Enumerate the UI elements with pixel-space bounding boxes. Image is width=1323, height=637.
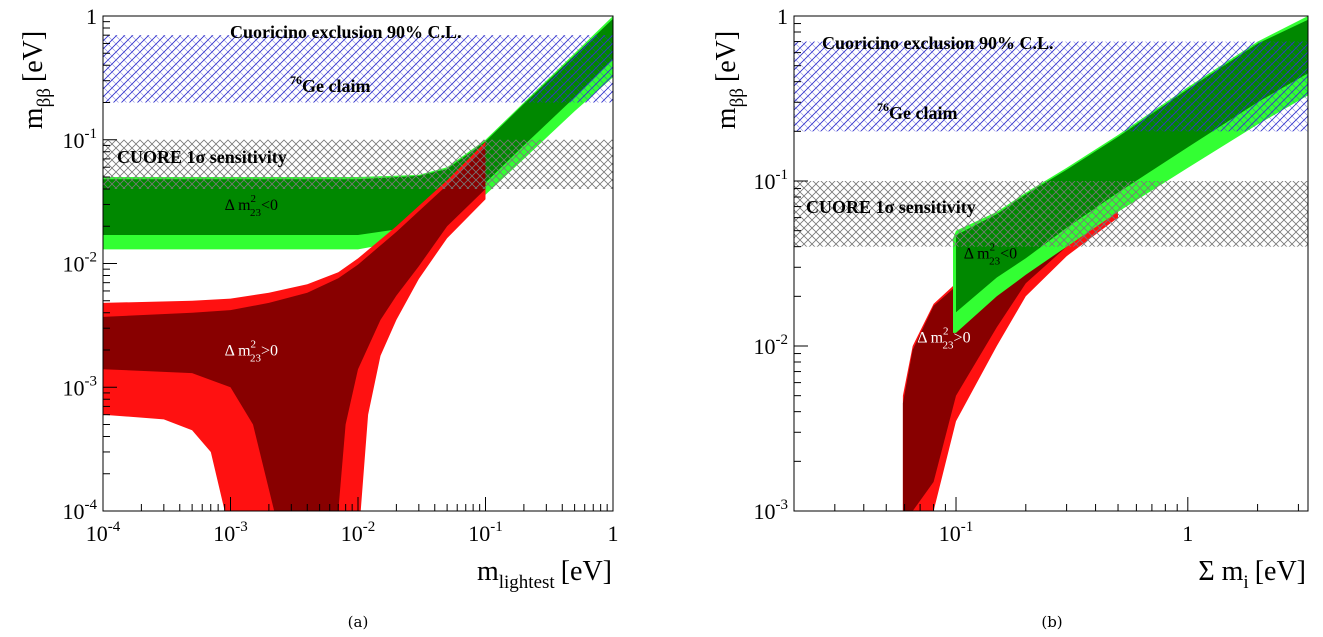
x-tick-label: 10-1: [468, 519, 503, 546]
panel-b-x-axis-label: Σ mi [eV]: [1198, 556, 1306, 593]
region-normal-dark: [103, 145, 486, 511]
panel-a-tick-labels: 10-4 10-3 10-2 10-1 1 10-4 10-3 10-2 10-1 1: [63, 4, 619, 546]
panel-b-tick-labels: 10-3 10-2 10-1 1 10-1 1: [754, 4, 1194, 546]
panel-a-x-axis-label: mlightest [eV]: [477, 556, 612, 593]
panel-b-bands: [794, 41, 1308, 247]
delta-m23-label: Δ m2 23>0: [225, 339, 278, 365]
band-cuoricino-crosshatch: [794, 41, 1308, 132]
panel-a: 10-4 10-3 10-2 10-1 1 10-4 10-3 10-2 10-1 1 Cuori…: [18, 4, 619, 631]
panel-a-annotations: Δ m2 23<0 Δ m2 23>0: [225, 193, 278, 365]
ge-claim-label: 76Ge claim: [877, 100, 957, 123]
panel-a-bands: [103, 35, 613, 189]
x-tick-label: 1: [1182, 521, 1193, 546]
y-tick-label: 10-2: [63, 250, 98, 277]
panel-a-ticks: [102, 15, 614, 512]
panel-a-caption: (a): [348, 613, 369, 631]
x-tick-label: 10-1: [939, 519, 974, 546]
cuoricino-label: Cuoricino exclusion 90% C.L.: [230, 22, 462, 42]
x-tick-label: 10-3: [213, 519, 248, 546]
y-tick-label: 10-1: [754, 167, 789, 194]
y-tick-label: 1: [777, 4, 788, 29]
panel-b-annotations: Δ m2 23<0 Δ m2 23>0: [917, 241, 1017, 351]
panel-b-caption: (b): [1041, 613, 1062, 631]
band-cuoricino-crosshatch: [103, 35, 613, 103]
y-tick-label: 10-1: [63, 126, 98, 153]
panel-a-y-axis-label: mββ[eV]: [18, 31, 55, 129]
panel-b-band-text: Cuoricino exclusion 90% C.L. 76Ge claim CU…: [806, 33, 1054, 217]
panel-b-frame: [793, 15, 1309, 512]
panel-b: 10-3 10-2 10-1 1 10-1 1 Cuoricino exclusion 9…: [711, 4, 1309, 631]
band-cuore: [794, 181, 1308, 247]
delta-m23-label: Δ m2 23<0: [964, 241, 1017, 267]
cuore-label: CUORE 1σ sensitivity: [806, 197, 976, 217]
delta-m23-label: Δ m2 23>0: [917, 326, 970, 352]
x-tick-label: 1: [608, 521, 619, 546]
y-tick-label: 10-3: [63, 373, 98, 400]
band-cuore: [103, 139, 613, 189]
panel-a-band-text: Cuoricino exclusion 90% C.L. 76Ge claim CU…: [117, 22, 462, 167]
y-tick-label: 1: [86, 4, 97, 29]
ge-claim-label: 76Ge claim: [290, 73, 370, 96]
cuoricino-label: Cuoricino exclusion 90% C.L.: [822, 33, 1054, 53]
cuore-label: CUORE 1σ sensitivity: [117, 147, 287, 167]
y-tick-label: 10-4: [63, 497, 98, 524]
y-tick-label: 10-3: [754, 497, 789, 524]
y-tick-label: 10-2: [754, 332, 789, 359]
panel-b-y-axis-label: mββ[eV]: [711, 31, 748, 129]
delta-m23-label: Δ m2 23<0: [225, 193, 278, 219]
panel-b-ticks: [793, 15, 1299, 512]
x-tick-label: 10-2: [341, 519, 376, 546]
x-tick-label: 10-4: [86, 519, 121, 546]
